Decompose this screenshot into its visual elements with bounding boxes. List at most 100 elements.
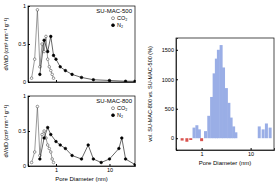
marker — [59, 144, 62, 147]
y-tick-label: 0.5 — [18, 128, 26, 134]
y-axis: 0 500 1000 1500 — [162, 39, 178, 151]
marker — [48, 66, 51, 69]
y-tick: 0.5 — [18, 41, 30, 47]
marker — [108, 158, 111, 161]
x-axis-title: Pore Diameter (nm) — [55, 176, 108, 182]
y-tick-label: 1000 — [162, 77, 174, 83]
y-tick: 1 — [23, 93, 30, 99]
bar — [181, 138, 184, 140]
series-line — [32, 107, 54, 163]
marker — [41, 43, 44, 46]
marker — [49, 35, 52, 38]
y-axis-title: dV/dD (cm³ nm⁻¹ g⁻¹) — [3, 104, 9, 157]
marker — [100, 161, 103, 164]
y-tick-label: 0 — [171, 135, 174, 141]
bar — [198, 129, 201, 138]
marker — [59, 66, 62, 69]
y-tick-label: 0 — [23, 79, 26, 85]
x-tick-mark — [109, 164, 110, 166]
marker — [124, 158, 127, 161]
plot-area — [30, 105, 135, 166]
x-axis-line — [177, 148, 275, 151]
x-tick — [56, 80, 57, 82]
marker — [46, 126, 49, 129]
y-axis: 00.51 — [18, 3, 30, 85]
marker — [87, 144, 90, 147]
bar — [207, 116, 210, 138]
marker — [39, 158, 42, 161]
plot-frame — [28, 96, 135, 166]
x-tick-mark — [202, 148, 203, 150]
marker — [55, 140, 58, 143]
marker — [41, 133, 44, 136]
marker — [108, 79, 111, 82]
y-tick-label: 1 — [23, 3, 26, 9]
y-tick: 1000 — [162, 77, 178, 83]
bar — [193, 128, 196, 139]
y-tick: 0 — [23, 79, 30, 85]
x-tick-mark — [56, 164, 57, 166]
marker — [33, 58, 36, 61]
y-tick: 1 — [23, 3, 30, 9]
y-tick: 1500 — [162, 47, 178, 53]
marker — [43, 130, 46, 133]
plot-frame — [28, 6, 135, 82]
x-tick: 10 — [248, 148, 254, 157]
y-axis-title: dV/dD (cm³ nm⁻¹ g⁻¹) — [3, 17, 9, 70]
y-tick-label: 500 — [165, 106, 174, 112]
legend-label: CO₂ — [117, 15, 127, 21]
x-axis: 1 10 — [177, 148, 275, 157]
marker — [118, 147, 121, 150]
y-tick-label: 0.5 — [18, 41, 26, 47]
legend-label: CO₂ — [117, 105, 127, 111]
marker — [45, 35, 48, 38]
y-tick-mark — [28, 96, 30, 97]
marker — [121, 137, 124, 140]
figure: 00.51dV/dD (cm³ nm⁻¹ g⁻¹)SU-MAC-500CO₂N₂… — [0, 0, 279, 189]
marker — [92, 78, 95, 81]
legend-marker — [112, 24, 115, 27]
x-axis: 110 — [29, 164, 136, 173]
bar — [258, 126, 261, 138]
bar — [234, 132, 237, 138]
y-tick-mark — [28, 166, 30, 167]
marker — [48, 147, 51, 150]
x-tick-label: 1 — [201, 151, 204, 157]
marker — [51, 73, 54, 76]
y-tick-label: 1 — [23, 93, 26, 99]
x-tick: 10 — [107, 164, 113, 173]
marker — [36, 105, 39, 108]
y-axis-line — [29, 97, 31, 167]
marker — [80, 76, 83, 79]
x-tick-label: 10 — [248, 151, 254, 157]
bar — [189, 138, 192, 140]
marker — [43, 39, 46, 42]
y-tick: 0.5 — [18, 128, 30, 134]
y-tick: 500 — [165, 106, 178, 112]
x-tick-mark — [109, 80, 110, 82]
legend: CO₂N₂ — [112, 105, 128, 118]
y-axis-line — [177, 39, 179, 151]
marker — [30, 77, 33, 80]
marker — [36, 9, 39, 12]
plot-frame — [176, 38, 274, 150]
legend-marker — [112, 114, 115, 117]
y-tick-label: 1500 — [162, 47, 174, 53]
y-tick-mark — [176, 138, 178, 139]
y-tick-mark — [28, 131, 30, 132]
series-line — [32, 10, 54, 78]
marker — [49, 69, 52, 72]
series-line — [40, 36, 135, 81]
y-tick-mark — [176, 109, 178, 110]
x-tick: 1 — [201, 148, 204, 157]
chart-title: SU-MAC-800 — [96, 98, 132, 104]
marker — [71, 73, 74, 76]
marker — [49, 151, 52, 154]
plot-area — [30, 9, 135, 83]
bar — [265, 123, 268, 138]
series-line — [40, 128, 135, 165]
marker — [43, 137, 46, 140]
y-tick-label: 0 — [23, 163, 26, 169]
legend-label: N₂ — [117, 112, 123, 118]
marker — [52, 54, 55, 57]
